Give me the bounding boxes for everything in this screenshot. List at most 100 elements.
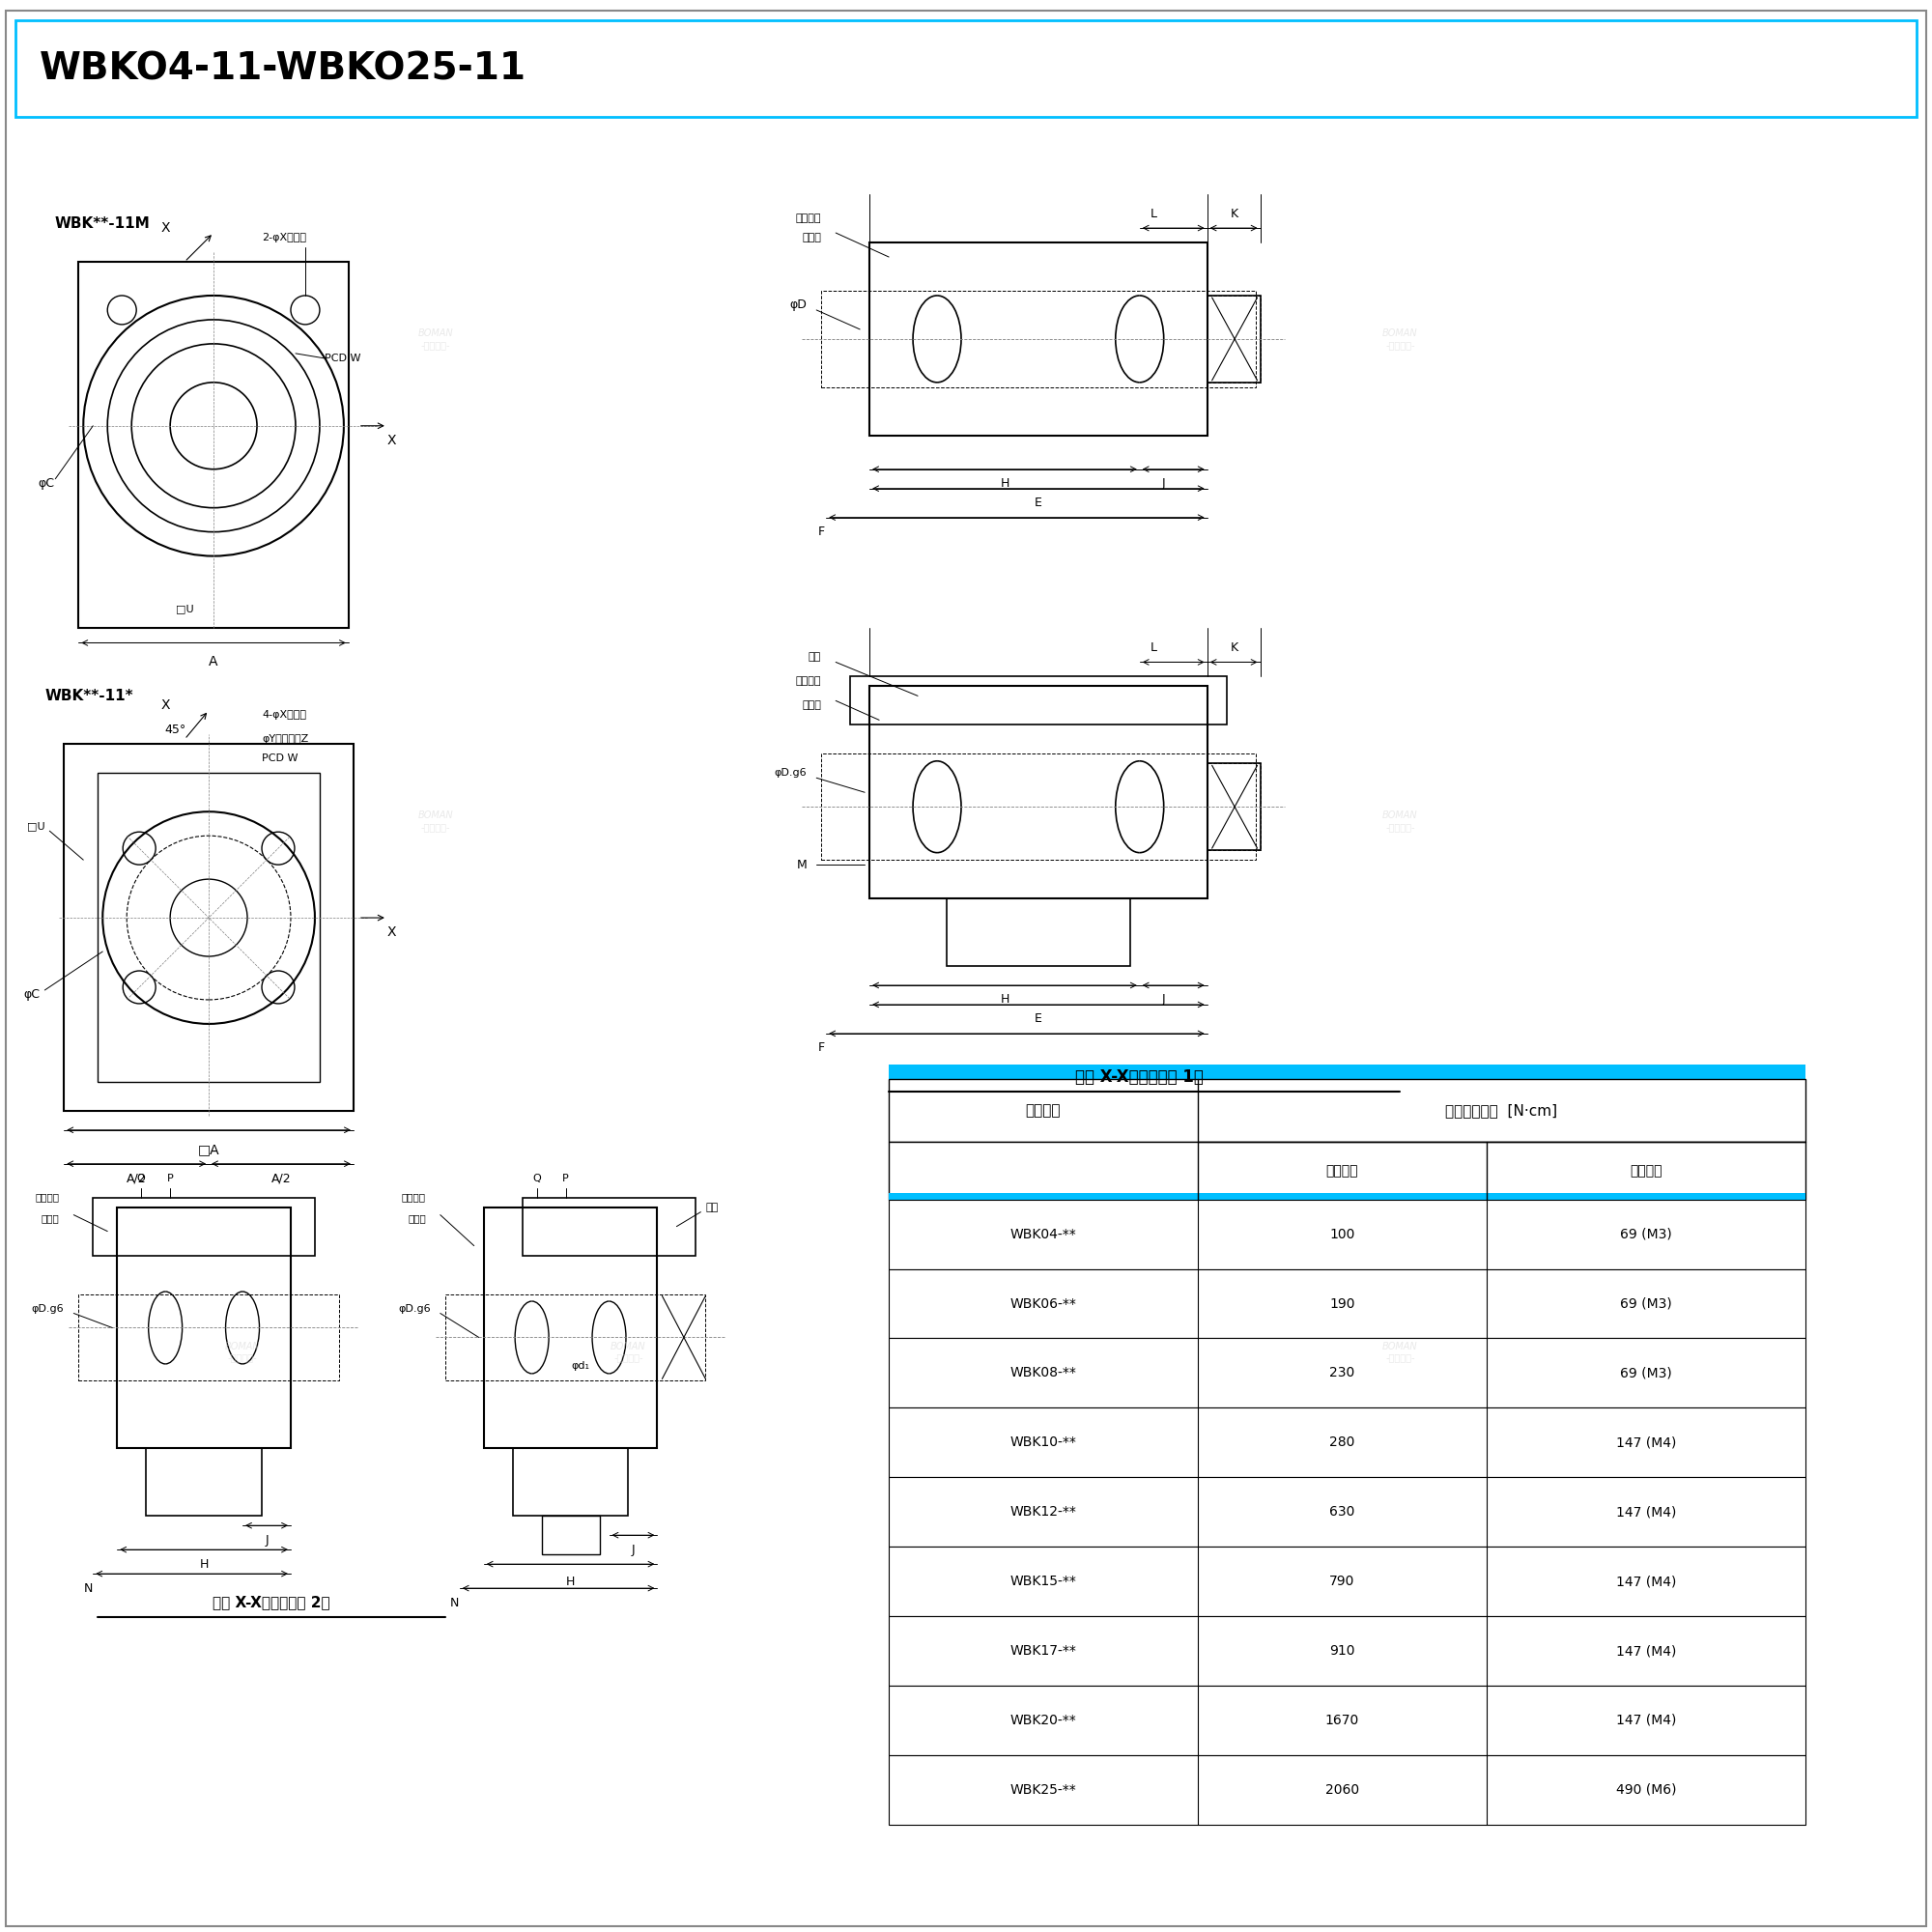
Text: WBK**-11M: WBK**-11M bbox=[54, 216, 151, 230]
Text: H: H bbox=[566, 1575, 576, 1588]
Text: 俦视 X-X〈安装示例 2〉: 俦视 X-X〈安装示例 2〉 bbox=[213, 1596, 330, 1609]
Text: 止动螺杆: 止动螺杆 bbox=[35, 1192, 60, 1202]
Text: J: J bbox=[1161, 993, 1165, 1007]
Text: J: J bbox=[632, 1544, 636, 1555]
Bar bbox=[889, 1269, 1804, 1339]
Bar bbox=[1208, 763, 1260, 850]
Bar bbox=[483, 1208, 657, 1449]
Text: BOMAN
-劳迪工业-: BOMAN -劳迪工业- bbox=[417, 811, 454, 833]
Bar bbox=[147, 1449, 263, 1517]
Text: A: A bbox=[209, 655, 218, 668]
Text: 147 (M4): 147 (M4) bbox=[1615, 1575, 1677, 1588]
Text: 定位块: 定位块 bbox=[408, 1213, 425, 1223]
Text: φD.g6: φD.g6 bbox=[775, 769, 808, 779]
Bar bbox=[889, 1617, 1804, 1685]
Text: BOMAN
-劳迪工业-: BOMAN -劳迪工业- bbox=[1383, 328, 1418, 350]
Text: 280: 280 bbox=[1329, 1435, 1354, 1449]
Text: 230: 230 bbox=[1329, 1366, 1354, 1379]
Text: L: L bbox=[1151, 207, 1157, 220]
Text: 2-φX通孔后: 2-φX通孔后 bbox=[263, 234, 307, 243]
Text: WBK17-**: WBK17-** bbox=[1010, 1644, 1076, 1658]
Bar bbox=[79, 263, 348, 628]
Bar bbox=[889, 1810, 1804, 1824]
Text: 止动螺杆: 止动螺杆 bbox=[796, 214, 821, 224]
Text: φC: φC bbox=[39, 477, 54, 491]
Text: WBK25-**: WBK25-** bbox=[1010, 1783, 1076, 1797]
Text: X: X bbox=[388, 433, 396, 446]
Text: 69 (M3): 69 (M3) bbox=[1621, 1296, 1671, 1310]
Text: H: H bbox=[1001, 477, 1009, 491]
Text: J: J bbox=[265, 1534, 269, 1546]
Text: 定位块: 定位块 bbox=[41, 1213, 60, 1223]
Text: K: K bbox=[1231, 641, 1238, 653]
Text: 147 (M4): 147 (M4) bbox=[1615, 1505, 1677, 1519]
Text: BOMAN
-劳迪工业-: BOMAN -劳迪工业- bbox=[417, 328, 454, 350]
Text: 公称型号: 公称型号 bbox=[1026, 1103, 1061, 1117]
Text: BOMAN
-劳迪工业-: BOMAN -劳迪工业- bbox=[1383, 811, 1418, 833]
Text: WBK08-**: WBK08-** bbox=[1010, 1366, 1076, 1379]
Bar bbox=[889, 1685, 1804, 1754]
Text: E: E bbox=[1034, 497, 1041, 510]
Text: WBK04-**: WBK04-** bbox=[1010, 1227, 1076, 1240]
Text: WBK**-11*: WBK**-11* bbox=[44, 688, 133, 703]
Bar bbox=[889, 1078, 1804, 1142]
Text: 压盖: 压盖 bbox=[808, 653, 821, 663]
Bar bbox=[869, 243, 1208, 435]
Bar bbox=[541, 1517, 599, 1555]
Text: □U: □U bbox=[176, 605, 193, 614]
Text: BOMAN
-劳迪工业-: BOMAN -劳迪工业- bbox=[611, 1341, 645, 1362]
Text: WBK06-**: WBK06-** bbox=[1010, 1296, 1076, 1310]
Text: F: F bbox=[817, 526, 825, 539]
Text: WBKO4-11-WBKO25-11: WBKO4-11-WBKO25-11 bbox=[41, 50, 527, 87]
Bar bbox=[821, 753, 1256, 860]
Text: H: H bbox=[1001, 993, 1009, 1007]
Text: 2060: 2060 bbox=[1325, 1783, 1360, 1797]
Text: 定位块: 定位块 bbox=[802, 701, 821, 711]
Text: E: E bbox=[1034, 1012, 1041, 1026]
Text: PCD W: PCD W bbox=[325, 354, 361, 363]
Bar bbox=[889, 1200, 1804, 1269]
Text: WBK10-**: WBK10-** bbox=[1010, 1435, 1076, 1449]
Text: 俦视 X-X〈安装示例 1〉: 俦视 X-X〈安装示例 1〉 bbox=[1076, 1068, 1204, 1086]
Bar bbox=[947, 898, 1130, 966]
Text: X: X bbox=[160, 699, 170, 713]
Text: φD: φD bbox=[790, 299, 808, 311]
Text: X: X bbox=[388, 925, 396, 939]
Text: 止动螺杆: 止动螺杆 bbox=[796, 676, 821, 686]
Text: 4-φX通孔后: 4-φX通孔后 bbox=[263, 711, 307, 721]
FancyBboxPatch shape bbox=[15, 21, 1917, 118]
Text: Q: Q bbox=[137, 1173, 145, 1182]
Text: 147 (M4): 147 (M4) bbox=[1615, 1714, 1677, 1727]
Text: P: P bbox=[166, 1173, 174, 1182]
Bar bbox=[889, 1548, 1804, 1617]
Text: 定位块: 定位块 bbox=[802, 234, 821, 243]
Text: φd₁: φd₁ bbox=[572, 1362, 589, 1372]
Bar bbox=[1208, 296, 1260, 383]
Text: J: J bbox=[1161, 477, 1165, 491]
Text: 45°: 45° bbox=[164, 723, 185, 736]
Text: φD.g6: φD.g6 bbox=[31, 1304, 64, 1314]
Bar bbox=[889, 1478, 1804, 1548]
Text: N: N bbox=[83, 1582, 93, 1594]
Text: P: P bbox=[562, 1173, 568, 1182]
Bar bbox=[1208, 296, 1260, 383]
Bar bbox=[889, 1754, 1804, 1824]
Text: A/2: A/2 bbox=[126, 1173, 147, 1184]
Text: 69 (M3): 69 (M3) bbox=[1621, 1227, 1671, 1240]
Text: WBK15-**: WBK15-** bbox=[1010, 1575, 1076, 1588]
Text: WBK20-**: WBK20-** bbox=[1010, 1714, 1076, 1727]
Text: BOMAN
-劳迪工业-: BOMAN -劳迪工业- bbox=[224, 1341, 261, 1362]
Text: F: F bbox=[817, 1041, 825, 1055]
Bar bbox=[93, 1198, 315, 1256]
Text: A/2: A/2 bbox=[270, 1173, 292, 1184]
Bar bbox=[79, 1294, 338, 1381]
Text: 147 (M4): 147 (M4) bbox=[1615, 1644, 1677, 1658]
Text: □A: □A bbox=[197, 1142, 220, 1155]
Text: Q: Q bbox=[533, 1173, 541, 1182]
Text: □U: □U bbox=[27, 821, 44, 831]
Bar bbox=[889, 1192, 1804, 1204]
Text: φY沉孔深度Z: φY沉孔深度Z bbox=[263, 734, 309, 744]
Text: H: H bbox=[199, 1557, 209, 1571]
Text: WBK12-**: WBK12-** bbox=[1010, 1505, 1076, 1519]
Text: 100: 100 bbox=[1329, 1227, 1354, 1240]
